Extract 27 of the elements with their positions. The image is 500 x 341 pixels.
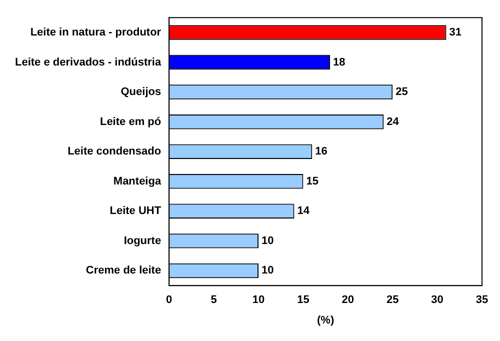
data-label: 14 xyxy=(297,205,310,218)
y-tick-label: Manteiga xyxy=(113,175,162,188)
data-label: 18 xyxy=(333,56,346,68)
data-label: 24 xyxy=(386,116,400,128)
x-tick-label: 25 xyxy=(386,294,399,306)
x-tick-label: 35 xyxy=(476,294,488,306)
x-tick-label: 0 xyxy=(166,294,172,306)
y-tick-label: Leite in natura - produtor xyxy=(30,26,162,39)
y-tick-label: Iogurte xyxy=(124,234,162,247)
x-tick-label: 5 xyxy=(210,294,217,306)
data-label: 25 xyxy=(396,86,408,98)
y-tick-label: Leite condensado xyxy=(68,146,162,158)
x-tick-label: 30 xyxy=(431,294,444,306)
x-axis-title: (%) xyxy=(316,314,334,326)
data-label: 10 xyxy=(261,234,274,247)
data-label: 16 xyxy=(315,146,328,158)
y-tick-label: Leite UHT xyxy=(110,205,162,218)
data-label: 10 xyxy=(261,264,274,277)
data-label: 31 xyxy=(449,26,462,39)
y-tick-label: Leite e derivados - indústria xyxy=(15,56,162,68)
data-label: 15 xyxy=(306,175,318,188)
x-tick-label: 10 xyxy=(252,294,265,306)
x-tick-label: 15 xyxy=(297,294,310,306)
x-tick-label: 20 xyxy=(342,294,354,306)
y-tick-label: Creme de leite xyxy=(86,264,162,277)
y-tick-label: Queijos xyxy=(120,86,162,98)
y-tick-label: Leite em pó xyxy=(100,116,162,128)
